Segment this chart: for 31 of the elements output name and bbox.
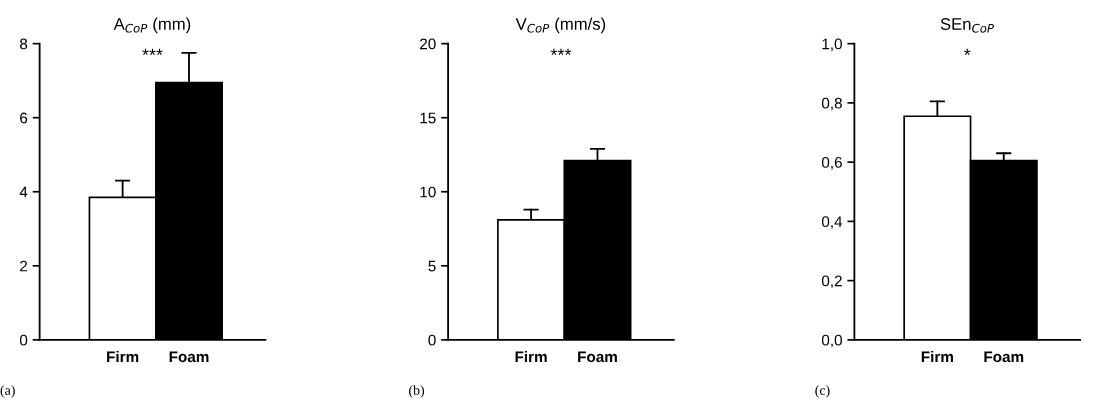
y-tick-label: 0,2 <box>821 275 842 289</box>
y-tick-label: 20 <box>420 38 436 50</box>
y-tick-label: 15 <box>420 112 436 124</box>
x-tick-label: Firm <box>921 350 953 363</box>
annotation: *** <box>142 48 163 56</box>
text: (b) <box>409 385 425 398</box>
y-tick-label: 5 <box>428 260 436 272</box>
annotation: *** <box>550 48 572 56</box>
x-tick-label: Foam <box>578 351 617 363</box>
x-tick-label: Firm <box>107 350 139 363</box>
y-tick-label: 0 <box>428 334 436 346</box>
y-tick-label: 10 <box>420 186 436 198</box>
y-tick-label: 0,4 <box>821 216 843 229</box>
annotation: * <box>964 48 971 56</box>
text: (a) <box>0 385 15 398</box>
y-tick-label: 0,6 <box>821 157 842 170</box>
x-tick-label: Firm <box>515 350 547 363</box>
y-tick-label: 0,0 <box>821 334 842 348</box>
y-tick-label: 2 <box>20 260 28 272</box>
y-tick-label: 0,8 <box>821 97 842 111</box>
y-tick-label: 8 <box>20 38 28 50</box>
chart-title: SEn$_{CoP}$ <box>940 18 994 33</box>
x-tick-label: Foam <box>984 351 1024 363</box>
x-tick-label: Foam <box>169 351 209 363</box>
y-tick-label: 0 <box>19 334 28 346</box>
y-tick-label: 1,0 <box>822 38 842 52</box>
y-tick-label: 4 <box>19 186 28 198</box>
chart-title: V$_{CoP}$ (mm/s) <box>515 17 606 34</box>
chart-title: A$_{CoP}$ (mm) <box>113 17 191 34</box>
y-tick-label: 6 <box>20 112 28 124</box>
text: (c) <box>815 385 830 398</box>
